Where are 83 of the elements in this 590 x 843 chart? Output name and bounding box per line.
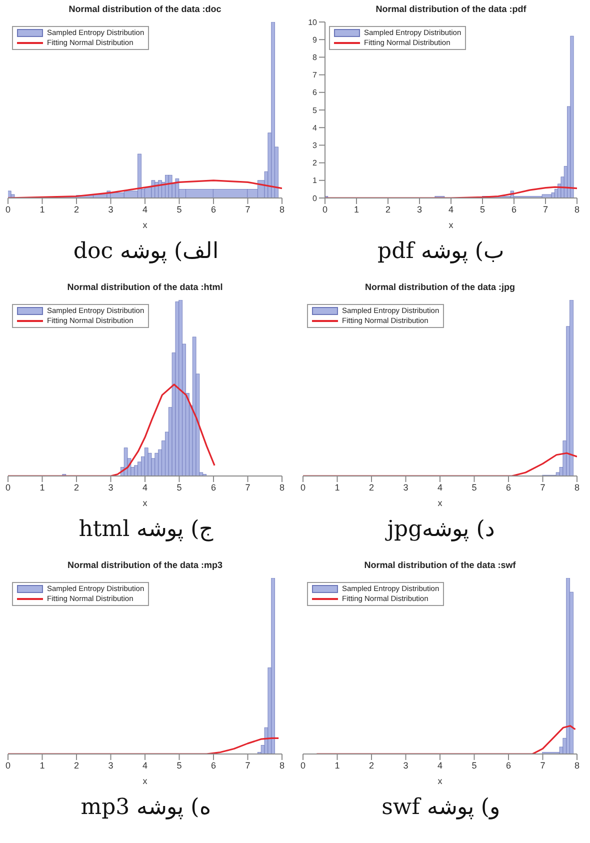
x-axis-title: x [438,776,443,786]
x-tick-label: 7 [245,204,250,214]
text: ج) پوشه html [78,516,214,542]
x-tick-label: 4 [142,204,148,214]
text: و) پوشه swf [380,794,502,820]
text: د) پوشهjpg [386,516,496,542]
y-tick-label: 8 [312,53,318,62]
chart-title: Normal distribution of the data :pdf [374,4,528,14]
y-tick-label: 1 [312,176,318,186]
x-axis-title: x [448,220,454,230]
chart-title: Normal distribution of the data :html [66,282,224,292]
x-tick-label: 3 [108,482,114,492]
x-tick-label: 6 [506,482,512,492]
x-tick-label: 3 [403,482,408,492]
x-tick-label: 5 [176,482,182,492]
x-tick-label: 3 [108,760,114,770]
y-tick-label: 10 [308,18,318,27]
x-tick-label: 5 [176,760,182,770]
x-tick-label: 0 [5,760,11,770]
x-tick-label: 1 [334,760,340,770]
x-tick-label: 2 [74,760,80,770]
x-tick-label: 1 [40,204,45,214]
x-tick-label: 8 [574,760,580,770]
x-tick-label: 6 [506,760,512,770]
x-tick-label: 3 [416,204,422,214]
x-axis-title: x [438,498,443,508]
x-tick-label: 5 [176,204,182,214]
x-tick-label: 1 [354,204,360,214]
x-tick-label: 4 [437,482,443,492]
x-tick-label: 7 [540,760,546,770]
y-tick-label: 0 [312,194,318,203]
chart-title: Normal distribution of the data :doc [68,4,222,14]
x-tick-label: 5 [472,482,477,492]
x-tick-label: 1 [40,482,45,492]
x-tick-label: 7 [245,482,250,492]
text: ب) پوشه pdf [376,238,506,264]
y-tick-label: 5 [312,106,318,115]
x-tick-label: 0 [300,760,306,770]
x-tick-label: 4 [437,760,443,770]
x-axis-title: x [142,776,148,786]
x-tick-label: 6 [210,482,216,492]
x-tick-label: 4 [142,482,148,492]
y-tick-label: 9 [312,35,318,44]
text: الف) پوشه doc [72,238,220,264]
text: ه) پوشه mp3 [80,794,212,820]
x-tick-label: 2 [368,482,374,492]
x-tick-label: 4 [448,204,454,214]
x-tick-label: 6 [210,204,216,214]
x-tick-label: 7 [245,760,250,770]
x-tick-label: 0 [322,204,328,214]
x-tick-label: 1 [40,760,45,770]
chart-title: Normal distribution of the data :jpg [364,282,516,292]
y-tick-label: 7 [312,70,318,80]
x-tick-label: 7 [542,204,548,214]
x-tick-label: 2 [74,204,80,214]
x-tick-label: 2 [74,482,80,492]
x-tick-label: 3 [403,760,408,770]
x-tick-label: 0 [300,482,306,492]
x-tick-label: 8 [279,760,285,770]
x-axis-title: x [142,220,148,230]
x-tick-label: 8 [279,482,285,492]
x-axis-title: x [142,498,148,508]
x-tick-label: 6 [210,760,216,770]
x-tick-label: 2 [368,760,374,770]
x-tick-label: 6 [511,204,517,214]
x-tick-label: 8 [279,204,285,214]
chart-title: Normal distribution of the data :mp3 [66,560,224,570]
y-tick-label: 2 [312,158,318,168]
x-tick-label: 5 [480,204,486,214]
y-tick-label: 6 [312,88,318,98]
x-tick-label: 8 [574,204,580,214]
x-tick-label: 0 [5,482,11,492]
y-tick-label: 4 [312,123,318,132]
chart-title: Normal distribution of the data :swf [363,560,517,570]
x-tick-label: 5 [472,760,477,770]
x-tick-label: 7 [540,482,546,492]
x-tick-label: 8 [574,482,580,492]
x-tick-label: 0 [5,204,11,214]
x-tick-label: 1 [334,482,340,492]
x-tick-label: 2 [385,204,391,214]
y-tick-label: 3 [312,141,318,150]
x-tick-label: 4 [142,760,148,770]
x-tick-label: 3 [108,204,114,214]
